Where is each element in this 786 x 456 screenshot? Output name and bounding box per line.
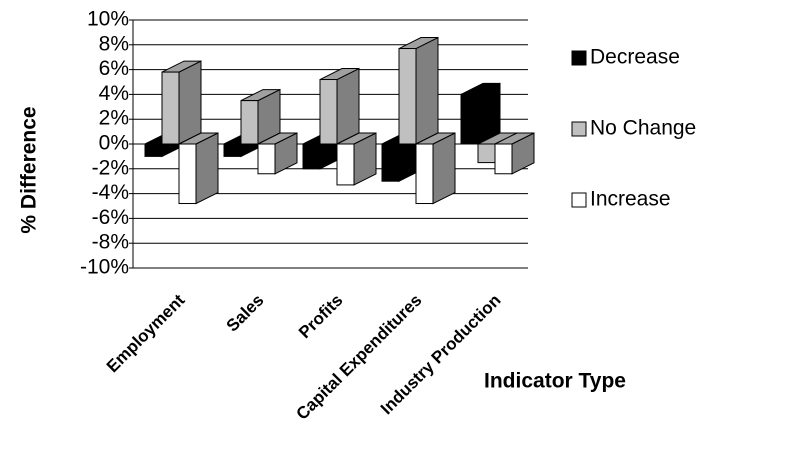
y-tick-label: 2% [99, 107, 129, 130]
y-tick-label: -6% [92, 206, 129, 229]
bar [223, 143, 242, 157]
bar [302, 143, 321, 170]
y-tick-label: -4% [92, 181, 129, 204]
bar-side [415, 36, 439, 145]
x-tick-label: Employment [103, 290, 189, 376]
x-tick-label: Sales [223, 291, 268, 336]
y-tick-label: -10% [80, 256, 129, 279]
y-tick-label: -2% [92, 156, 129, 179]
bar [144, 143, 163, 157]
bar [178, 143, 197, 205]
bar [460, 93, 479, 145]
bar-side [336, 67, 360, 145]
legend-swatch [571, 121, 587, 137]
bar [319, 79, 338, 145]
bar [240, 100, 259, 145]
x-axis-title: Indicator Type [484, 370, 626, 393]
bar [494, 143, 513, 175]
bar-side [432, 132, 456, 205]
bar [336, 143, 355, 186]
bar [415, 143, 434, 205]
bar [257, 143, 276, 175]
y-tick-label: 0% [99, 132, 129, 155]
y-tick-label: 8% [99, 32, 129, 55]
bar-side [195, 132, 219, 205]
legend-swatch [571, 192, 587, 208]
x-tick-label: Profits [295, 291, 347, 343]
legend-swatch [571, 50, 587, 66]
bar [477, 143, 496, 164]
y-tick-label: 4% [99, 82, 129, 105]
y-axis-title: % Difference [18, 106, 41, 233]
bar-side [178, 60, 202, 145]
bar [381, 143, 400, 182]
y-tick-label: -8% [92, 231, 129, 254]
legend-label: Increase [590, 188, 671, 211]
y-tick-label: 10% [87, 8, 129, 31]
bar [161, 71, 180, 145]
bar [398, 48, 417, 145]
y-tick-label: 6% [99, 57, 129, 80]
legend-label: No Change [590, 117, 696, 140]
legend-label: Decrease [590, 46, 680, 69]
